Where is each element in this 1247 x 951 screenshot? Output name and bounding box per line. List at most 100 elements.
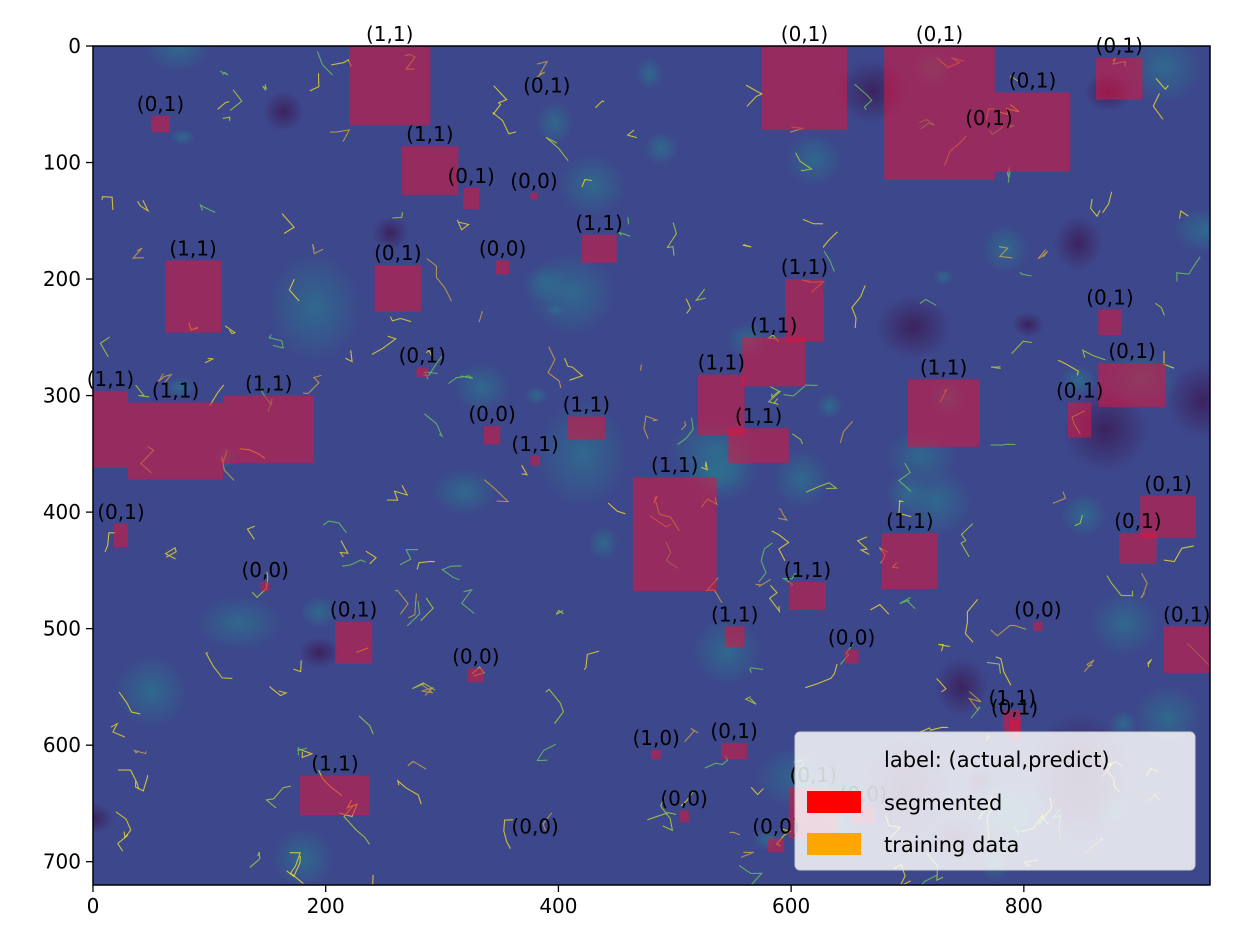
texture-fiber xyxy=(768,585,781,614)
segment-box xyxy=(223,395,315,464)
texture-fiber xyxy=(647,812,677,821)
segment-box xyxy=(742,337,806,387)
segment-box xyxy=(788,582,827,610)
texture-fiber xyxy=(777,508,788,521)
segment-box xyxy=(767,838,785,853)
texture-fiber xyxy=(783,384,818,397)
texture-fiber xyxy=(970,706,981,719)
box-label: (1,1) xyxy=(784,558,831,582)
y-tick-label: 500 xyxy=(43,617,81,641)
texture-fiber xyxy=(1178,210,1189,219)
texture-blob xyxy=(522,263,570,305)
segment-box xyxy=(113,523,128,548)
box-label: (1,1) xyxy=(406,122,453,146)
texture-fiber xyxy=(595,100,605,109)
segment-box xyxy=(165,260,221,333)
texture-fiber xyxy=(870,603,890,615)
box-label: (0,1) xyxy=(330,598,377,622)
segment-box xyxy=(884,46,995,181)
texture-fiber xyxy=(339,540,349,558)
box-label: (1,1) xyxy=(152,379,199,403)
texture-fiber xyxy=(492,112,517,135)
box-label: (1,0) xyxy=(632,726,679,750)
box-label: (0,1) xyxy=(1163,602,1210,626)
box-label: (0,1) xyxy=(1096,34,1143,58)
texture-blob xyxy=(144,46,212,73)
texture-fiber xyxy=(749,667,764,673)
texture-fiber xyxy=(322,520,347,534)
texture-blob xyxy=(981,224,1030,274)
box-label: (0,1) xyxy=(399,344,446,368)
texture-fiber xyxy=(135,775,149,792)
texture-fiber xyxy=(680,421,687,431)
texture-blob xyxy=(114,653,189,730)
texture-fiber xyxy=(1163,545,1195,563)
texture-fiber xyxy=(964,599,979,643)
box-label: (0,0) xyxy=(828,626,875,650)
segment-box xyxy=(483,425,501,445)
texture-fiber xyxy=(607,502,626,515)
texture-fiber xyxy=(219,70,229,76)
y-tick-label: 700 xyxy=(43,850,81,874)
segment-box xyxy=(1095,57,1143,100)
texture-fiber xyxy=(1102,191,1113,214)
box-label: (0,0) xyxy=(468,402,515,426)
texture-fiber xyxy=(441,565,462,581)
texture-fiber xyxy=(115,811,132,839)
texture-blob xyxy=(643,131,680,166)
texture-fiber xyxy=(1011,340,1032,354)
texture-fiber xyxy=(217,101,230,110)
texture-fiber xyxy=(770,386,780,399)
axes: 0 200 400 600 800 0 100 200 300 400 500 600 700 xyxy=(43,34,1211,918)
segment-box xyxy=(907,379,980,447)
texture-fiber xyxy=(1154,302,1165,316)
legend-label-segmented: segmented xyxy=(884,791,1002,815)
texture-fiber xyxy=(919,298,937,306)
y-tick-label: 0 xyxy=(68,34,81,58)
segment-box xyxy=(93,390,128,468)
texture-blob xyxy=(784,132,843,187)
box-label: (0,0) xyxy=(511,814,558,838)
box-label: (1,1) xyxy=(575,211,622,235)
segment-box xyxy=(1119,533,1157,564)
texture-fiber xyxy=(1081,349,1106,361)
texture-fiber xyxy=(919,726,949,733)
texture-fiber xyxy=(547,346,562,389)
box-label: (1,1) xyxy=(735,404,782,428)
segment-box xyxy=(632,477,717,592)
texture-fiber xyxy=(1083,659,1095,673)
texture-blob xyxy=(372,216,409,250)
texture-blob xyxy=(263,91,304,132)
texture-blob xyxy=(1060,492,1108,538)
texture-fiber xyxy=(542,812,553,831)
legend-title: label: (actual,predict) xyxy=(884,748,1110,772)
box-label: (1,1) xyxy=(711,602,758,626)
texture-fiber xyxy=(503,819,514,850)
segment-box xyxy=(567,416,605,440)
texture-fiber xyxy=(396,779,422,805)
y-tick-label: 600 xyxy=(43,733,81,757)
texture-blob xyxy=(876,295,952,360)
texture-fiber xyxy=(372,874,374,885)
texture-fiber xyxy=(536,743,557,762)
texture-fiber xyxy=(1057,359,1080,376)
texture-blob xyxy=(900,466,973,537)
legend-swatch-segmented xyxy=(807,791,861,813)
segment-box xyxy=(530,456,540,466)
segment-box xyxy=(495,260,510,275)
texture-fiber xyxy=(131,247,144,259)
box-label: (1,1) xyxy=(781,255,828,279)
texture-fiber xyxy=(205,652,233,679)
texture-fiber xyxy=(805,482,838,493)
texture-blob xyxy=(772,449,831,509)
texture-fiber xyxy=(118,691,141,715)
y-tick-label: 300 xyxy=(43,384,81,408)
texture-fiber xyxy=(823,250,835,272)
segment-box xyxy=(463,188,480,210)
texture-blob xyxy=(1167,362,1210,439)
texture-blob xyxy=(1108,710,1138,737)
texture-blob xyxy=(169,128,196,145)
texture-fiber xyxy=(135,384,150,398)
texture-fiber xyxy=(448,375,474,385)
segment-box xyxy=(844,649,859,664)
